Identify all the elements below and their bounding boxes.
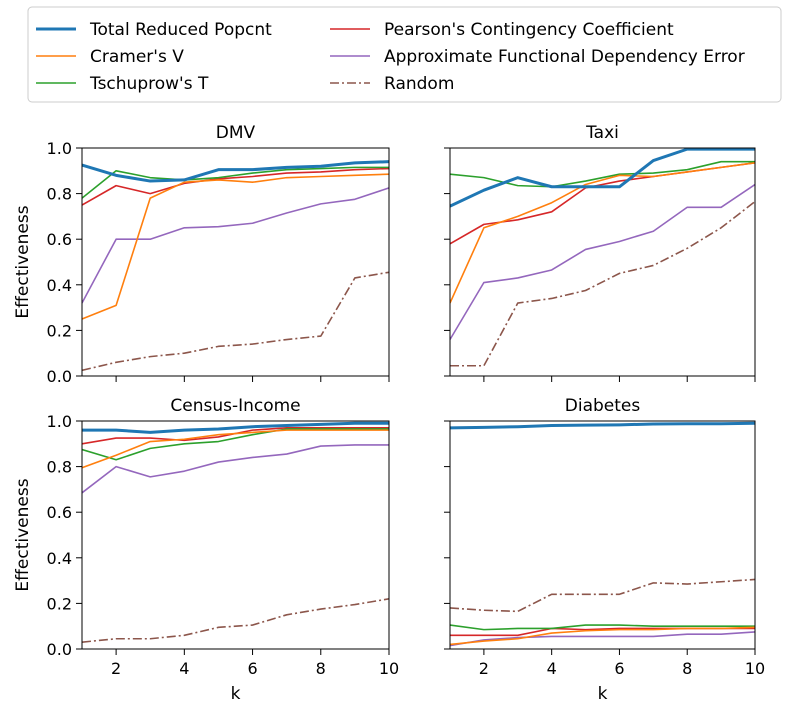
legend-frame — [27, 6, 782, 103]
x-tick-label: 10 — [745, 659, 765, 678]
series-line-random — [82, 271, 389, 372]
x-tick-label: 2 — [479, 659, 489, 678]
plot-area — [450, 421, 755, 647]
axes-frame — [81, 420, 390, 650]
y-tick-label: 0.4 — [47, 549, 72, 568]
series-line-cramer-s-v — [82, 173, 389, 320]
y-tick-label: 1.0 — [47, 139, 72, 158]
legend-label: Pearson's Contingency Coefficient — [384, 20, 674, 40]
y-tick-label: 0.4 — [47, 276, 72, 295]
series-line-total-reduced-popcnt — [450, 147, 755, 208]
series-line-total-reduced-popcnt — [82, 160, 389, 183]
series-line-total-reduced-popcnt — [450, 421, 755, 430]
panel-dmv: DMV 0.0 0.2 0.4 0.6 0.8 1.0 Effectiveness — [13, 123, 390, 386]
plot-area — [82, 160, 389, 372]
series-line-random — [450, 578, 755, 613]
y-tick-label: 0.0 — [47, 640, 72, 659]
legend-label: Total Reduced Popcnt — [89, 20, 272, 40]
x-tick-label: 2 — [111, 659, 121, 678]
y-tick-label: 0.8 — [47, 185, 72, 204]
legend: Total Reduced Popcnt Cramer's V Tschuprow'… — [27, 6, 782, 103]
plot-area — [450, 147, 755, 367]
y-axis-label: Effectiveness — [13, 205, 33, 318]
axes-frame — [449, 147, 756, 377]
x-tick-label: 6 — [247, 659, 257, 678]
series-line-cramer-s-v — [82, 429, 389, 469]
x-tick-label: 10 — [379, 659, 399, 678]
panel-title: Census-Income — [170, 396, 300, 416]
x-tick-label: 6 — [614, 659, 624, 678]
x-tick-label: 8 — [682, 659, 692, 678]
y-tick-label: 0.6 — [47, 503, 72, 522]
series-line-approximate-functional-dependency-error — [450, 631, 755, 647]
legend-label: Cramer's V — [90, 47, 184, 67]
y-tick-label: 0.2 — [47, 594, 72, 613]
series-line-tschuprow-s-t — [450, 160, 755, 188]
x-tick-label: 8 — [316, 659, 326, 678]
series-line-approximate-functional-dependency-error — [82, 444, 389, 494]
y-tick-label: 0.8 — [47, 458, 72, 477]
series-line-random — [450, 200, 755, 367]
x-axis-label: k — [598, 684, 608, 704]
series-line-random — [82, 598, 389, 643]
y-tick-label: 0.2 — [47, 321, 72, 340]
legend-label: Tschuprow's T — [89, 74, 209, 94]
x-tick-label: 4 — [547, 659, 557, 678]
panels: DMV 0.0 0.2 0.4 0.6 0.8 1.0 Effectiveness Taxi Ce… — [13, 123, 765, 704]
legend-label: Approximate Functional Dependency Error — [384, 47, 745, 67]
legend-label: Random — [384, 74, 454, 94]
y-tick-label: 1.0 — [47, 412, 72, 431]
series-line-pearson-s-contingency-coefficient — [450, 162, 755, 245]
y-axis-label: Effectiveness — [13, 478, 33, 591]
series-line-approximate-functional-dependency-error — [82, 187, 389, 304]
series-line-pearson-s-contingency-coefficient — [82, 167, 389, 206]
axes-frame — [81, 147, 390, 377]
panel-diabetes: Diabetes 2 4 6 8 10 k — [444, 396, 765, 704]
panel-title: Diabetes — [565, 396, 641, 416]
panel-taxi: Taxi — [444, 123, 756, 382]
y-tick-label: 0.0 — [47, 367, 72, 386]
x-axis-label: k — [231, 684, 241, 704]
y-tick-label: 0.6 — [47, 230, 72, 249]
series-line-approximate-functional-dependency-error — [450, 183, 755, 340]
series-line-cramer-s-v — [450, 162, 755, 304]
axes-frame — [449, 420, 756, 650]
series-line-cramer-s-v — [450, 626, 755, 646]
series-line-tschuprow-s-t — [450, 624, 755, 631]
panel-title: DMV — [216, 123, 256, 143]
panel-title: Taxi — [585, 123, 619, 143]
x-tick-label: 4 — [179, 659, 189, 678]
panel-census-income: Census-Income 2 4 6 8 10 0.0 0.2 0.4 0.6 0.8 1.0 Eff… — [13, 396, 399, 704]
series-line-tschuprow-s-t — [82, 428, 389, 461]
series-line-total-reduced-popcnt — [82, 421, 389, 434]
series-line-tschuprow-s-t — [82, 166, 389, 199]
plot-area — [82, 421, 389, 643]
